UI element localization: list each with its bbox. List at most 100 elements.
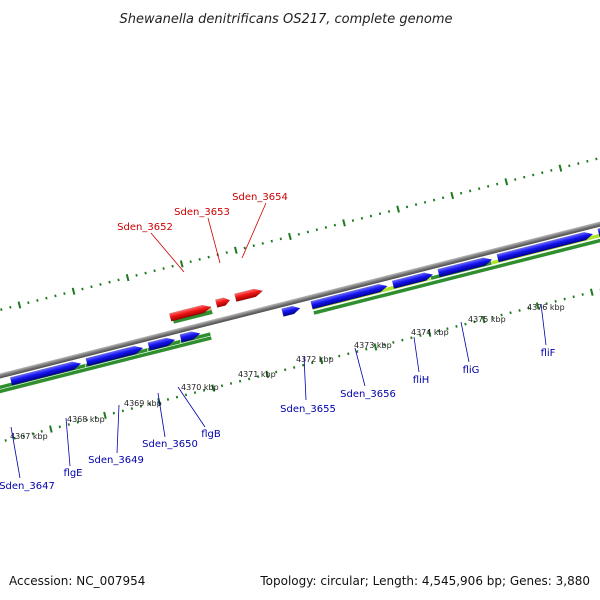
gene-leader-line: [157, 392, 166, 438]
scale-dot: [54, 294, 57, 298]
kbp-label: 4376 kbp: [527, 303, 565, 312]
scale-dot: [27, 301, 30, 305]
scale-dot: [563, 297, 566, 301]
scale-tick: [103, 411, 107, 420]
scale-dot: [252, 244, 255, 248]
scale-dot: [202, 388, 206, 392]
scale-dot: [446, 327, 449, 331]
kbp-label: 4374 kbp: [411, 328, 449, 337]
kbp-label: 4368 kbp: [67, 415, 105, 424]
scale-dot: [595, 157, 598, 161]
gene-label: fliF: [541, 348, 556, 359]
scale-dot: [108, 280, 111, 284]
forward-gene-arrow: [437, 257, 493, 278]
scale-dot: [225, 251, 228, 254]
scale-dot: [491, 315, 494, 319]
scale-dot: [347, 352, 350, 356]
scale-tick: [125, 273, 130, 282]
scale-dot: [166, 398, 170, 401]
scale-dot: [338, 354, 341, 358]
scale-dot: [171, 264, 174, 268]
gene-label: Sden_3649: [88, 455, 144, 466]
gene-label: fliH: [413, 375, 430, 386]
scale-dot: [509, 311, 512, 315]
kbp-label: 4371 kbp: [238, 370, 276, 379]
forward-gene-arrow: [147, 337, 176, 351]
scale-tick: [504, 178, 509, 186]
scale-dot: [13, 436, 16, 440]
kbp-label: 4367 kbp: [10, 432, 48, 441]
scale-dot: [117, 278, 120, 282]
scale-dot: [333, 223, 337, 227]
scale-dot: [369, 214, 373, 218]
reverse-gene-arrow: [215, 297, 231, 308]
scale-tick: [17, 301, 22, 309]
gene-leader-line: [413, 336, 420, 373]
scale-dot: [523, 175, 526, 179]
scale-dot: [279, 237, 282, 241]
gene-leader-line: [540, 303, 547, 346]
scale-dot: [432, 198, 436, 202]
scale-dot: [139, 404, 143, 408]
gene-label: Sden_3656: [340, 389, 396, 400]
scale-tick: [49, 425, 53, 433]
scale-dot: [85, 418, 88, 422]
scale-tick: [179, 260, 184, 268]
kbp-label: 4369 kbp: [124, 399, 162, 408]
scale-tick: [535, 302, 540, 310]
scale-tick: [481, 315, 486, 324]
scale-dot: [256, 375, 260, 378]
gene-leader-line: [116, 404, 120, 454]
scale-dot: [464, 322, 467, 326]
scale-dot: [527, 306, 530, 310]
scale-dot: [193, 391, 197, 394]
scale-dot: [261, 242, 264, 245]
kbp-label: 4370 kbp: [181, 383, 219, 392]
forward-gene-arrow: [281, 305, 301, 317]
scale-dot: [144, 271, 147, 275]
scale-dot: [293, 366, 296, 369]
forward-gene-arrow: [391, 272, 434, 289]
scale-tick: [71, 287, 76, 295]
scale-dot: [283, 368, 287, 372]
scale-dot: [360, 216, 364, 220]
scale-dot: [148, 402, 152, 406]
scale-dot: [297, 232, 301, 236]
scale-tick: [319, 356, 324, 365]
scale-dot: [243, 246, 246, 250]
scale-dot: [198, 257, 201, 261]
scale-tick: [288, 232, 292, 241]
forward-gene-arrow: [179, 331, 201, 343]
forward-gene-arrow: [85, 345, 144, 367]
scale-tick: [558, 164, 563, 172]
scale-dot: [468, 189, 472, 193]
scale-dot: [532, 173, 535, 177]
scale-dot: [378, 212, 382, 216]
scale-dot: [247, 377, 251, 381]
scale-dot: [401, 338, 404, 342]
scale-dot: [315, 228, 319, 232]
scale-dot: [387, 210, 391, 213]
gene-leader-line: [303, 355, 307, 401]
gene-context-segment: [0, 335, 213, 396]
scale-dot: [130, 407, 134, 410]
gene-label: Sden_3654: [232, 192, 288, 203]
scale-dot: [270, 239, 273, 243]
genome-summary-text: Topology: circular; Length: 4,545,906 bp…: [259, 574, 590, 588]
scale-dot: [90, 285, 93, 289]
scale-dot: [550, 169, 553, 172]
scale-dot: [184, 393, 188, 397]
scale-tick: [589, 288, 594, 296]
scale-dot: [568, 164, 571, 168]
genome-title: Shewanella denitrificans OS217, complete…: [120, 12, 453, 27]
scale-dot: [22, 434, 25, 438]
scale-dot: [577, 162, 580, 165]
reverse-gene-arrow: [234, 288, 264, 302]
scale-dot: [329, 356, 332, 360]
scale-tick: [234, 246, 238, 254]
scale-dot: [383, 343, 386, 347]
scale-dot: [500, 313, 503, 317]
